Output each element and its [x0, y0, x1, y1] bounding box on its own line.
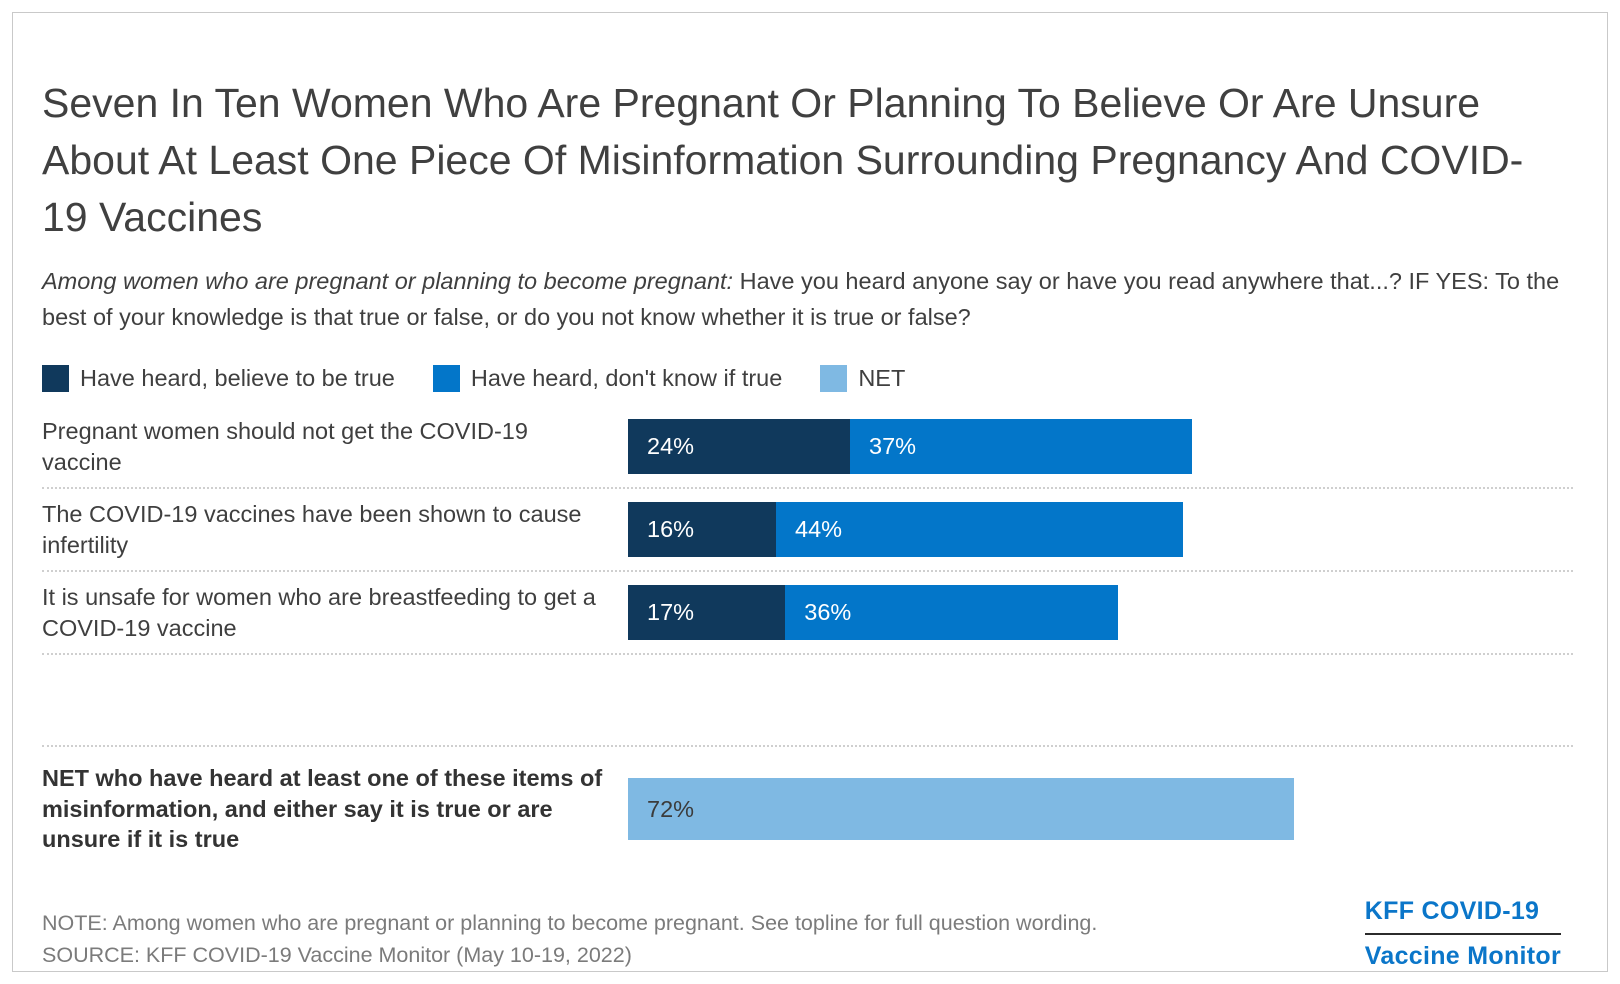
legend-swatch-net	[820, 365, 848, 393]
legend-swatch-heard-unsure	[432, 365, 460, 393]
bar-segment-heard-unsure-3: 36%	[785, 585, 1119, 641]
logo-line1: KFF COVID-19	[1364, 897, 1561, 936]
logo-line2: Vaccine Monitor	[1364, 942, 1561, 971]
subtitle-italic-lead: Among women who are pregnant or planning…	[42, 267, 734, 294]
legend-label-net: NET	[858, 365, 906, 392]
bar-segment-heard-true-2: 16%	[628, 502, 776, 558]
bar-track-3: 17% 36%	[628, 585, 1553, 641]
bar-segment-heard-true-3: 17%	[628, 585, 786, 641]
source-text: SOURCE: KFF COVID-19 Vaccine Monitor (Ma…	[42, 942, 632, 967]
subtitle-question-text: Have you heard anyone say or have you re…	[42, 267, 1560, 330]
bar-track-2: 16% 44%	[628, 502, 1553, 558]
chart-subtitle: Among women who are pregnant or planning…	[42, 264, 1567, 335]
legend-item-heard-true: Have heard, believe to be true	[42, 365, 395, 393]
bar-track-1: 24% 37%	[628, 419, 1553, 475]
bar-row-2: The COVID-19 vaccines have been shown to…	[42, 489, 1573, 573]
legend-item-heard-unsure: Have heard, don't know if true	[432, 365, 783, 393]
bar-segment-heard-unsure-1: 37%	[850, 419, 1193, 475]
category-label-2: The COVID-19 vaccines have been shown to…	[42, 501, 582, 558]
chart-title: Seven In Ten Women Who Are Pregnant Or P…	[42, 80, 1524, 240]
net-label: NET who have heard at least one of these…	[42, 765, 603, 853]
bar-row-1: Pregnant women should not get the COVID-…	[42, 406, 1573, 490]
legend-label-heard-unsure: Have heard, don't know if true	[470, 365, 783, 392]
bar-segment-heard-unsure-2: 44%	[776, 502, 1183, 558]
net-bar-track: 72%	[628, 778, 1553, 841]
kff-vaccine-monitor-logo: KFF COVID-19 Vaccine Monitor	[1364, 897, 1561, 971]
category-label-1: Pregnant women should not get the COVID-…	[42, 418, 528, 475]
bar-segment-heard-true-1: 24%	[628, 419, 850, 475]
legend-item-net: NET	[820, 365, 906, 393]
net-row: NET who have heard at least one of these…	[42, 745, 1573, 855]
bar-row-3: It is unsafe for women who are breastfee…	[42, 572, 1573, 656]
legend-swatch-heard-true	[42, 365, 69, 393]
legend-label-heard-true: Have heard, believe to be true	[80, 365, 395, 392]
bar-rows: Pregnant women should not get the COVID-…	[42, 406, 1573, 656]
footer: NOTE: Among women who are pregnant or pl…	[42, 897, 1573, 971]
note-text: NOTE: Among women who are pregnant or pl…	[42, 910, 1098, 935]
chart-card: Seven In Ten Women Who Are Pregnant Or P…	[12, 12, 1608, 972]
net-bar-segment: 72%	[628, 778, 1294, 841]
legend: Have heard, believe to be true Have hear…	[42, 365, 1573, 393]
category-label-3: It is unsafe for women who are breastfee…	[42, 584, 596, 641]
footer-notes: NOTE: Among women who are pregnant or pl…	[42, 907, 1098, 971]
